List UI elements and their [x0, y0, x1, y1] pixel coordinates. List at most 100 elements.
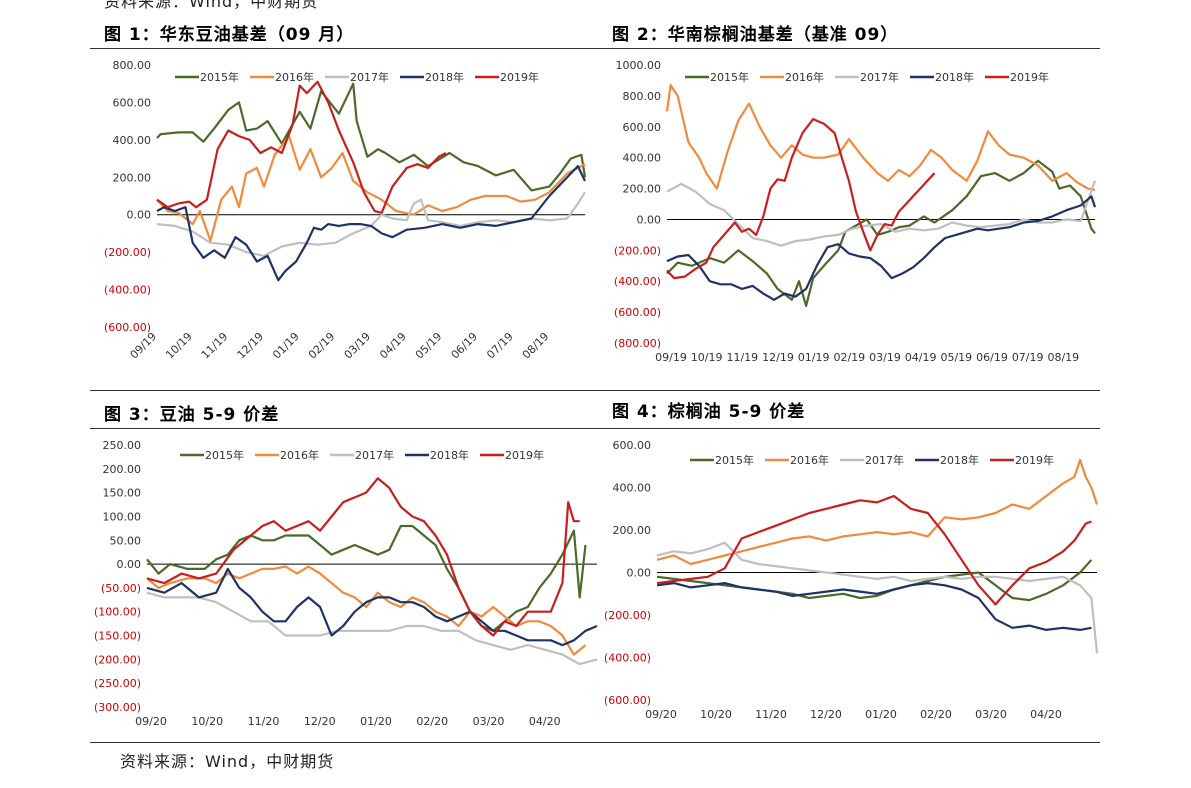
- y-tick-label: 600.00: [613, 439, 652, 452]
- x-tick-label: 04/19: [377, 330, 409, 362]
- y-tick-label: 200.00: [103, 463, 142, 476]
- legend-label: 2017年: [350, 70, 389, 84]
- series-line-2016年: [656, 458, 1099, 566]
- y-tick-label: 400.00: [613, 482, 652, 495]
- x-tick-label: 11/19: [199, 330, 231, 362]
- x-tick-label: 04/20: [1030, 708, 1062, 721]
- x-tick-label: 03/19: [342, 330, 374, 362]
- y-tick-label: 400.00: [623, 152, 662, 165]
- legend-label: 2018年: [940, 453, 979, 467]
- chart-4-palm-oil-5-9-spread: 600.00 400.00 200.00 0.00 (200.00) (400.00) (6…: [605, 439, 1099, 721]
- x-tick-label: 10/20: [191, 715, 223, 728]
- source-note-top: 资料来源：Wind，中财期货: [104, 0, 319, 11]
- y-tick-label: (150.00): [95, 630, 141, 643]
- x-tick-label: 09/20: [645, 708, 677, 721]
- source-note-bottom: 资料来源：Wind，中财期货: [120, 752, 335, 771]
- x-tick-label: 12/19: [235, 330, 267, 362]
- y-tick-label: (800.00): [614, 337, 661, 350]
- y-tick-label: 200.00: [113, 171, 152, 184]
- series-line-2017年: [656, 541, 1099, 654]
- x-tick-label: 02/19: [833, 351, 865, 364]
- y-tick-label: 600.00: [623, 121, 662, 134]
- y-tick-label: (200.00): [614, 244, 661, 257]
- x-tick-label: 08/19: [520, 330, 552, 362]
- x-tick-label: 06/19: [449, 330, 481, 362]
- top-divider: [90, 48, 1100, 49]
- legend-label: 2015年: [710, 70, 749, 84]
- y-tick-label: (100.00): [95, 606, 141, 619]
- y-tick-label: (400.00): [614, 275, 661, 288]
- series-line-2017年: [146, 591, 598, 666]
- legend-label: 2018年: [935, 70, 974, 84]
- series-line-2018年: [156, 165, 586, 282]
- y-tick-label: 100.00: [103, 510, 142, 523]
- chart-3-soybean-oil-5-9-spread: 250.00 200.00 150.00 100.00 50.00 0.00 (50.00)…: [95, 439, 598, 728]
- x-tick-label: 03/19: [869, 351, 901, 364]
- legend-label: 2019年: [1015, 453, 1054, 467]
- x-tick-label: 09/20: [135, 715, 167, 728]
- y-tick-label: 0.00: [117, 558, 142, 571]
- y-tick-label: 800.00: [623, 90, 662, 103]
- legend-label: 2019年: [1010, 70, 1049, 84]
- x-tick-label: 11/20: [755, 708, 787, 721]
- y-tick-label: (600.00): [614, 306, 661, 319]
- y-tick-label: 600.00: [113, 96, 152, 109]
- y-tick-label: (600.00): [605, 694, 651, 707]
- series-line-2018年: [666, 195, 1097, 301]
- x-tick-label: 09/19: [655, 351, 687, 364]
- series-line-2015年: [156, 82, 587, 192]
- x-tick-label: 05/19: [940, 351, 972, 364]
- legend-label: 2019年: [500, 70, 539, 84]
- legend-label: 2019年: [505, 448, 544, 462]
- chart-4-title: 图 4：棕榈油 5-9 价差: [612, 402, 806, 422]
- x-tick-label: 10/20: [700, 708, 732, 721]
- series-line-2017年: [666, 180, 1097, 247]
- chart-1-title: 图 1：华东豆油基差（09 月）: [104, 25, 355, 45]
- y-tick-label: 200.00: [623, 183, 662, 196]
- x-tick-label: 09/19: [128, 330, 160, 362]
- y-tick-label: (50.00): [101, 582, 141, 595]
- legend-label: 2018年: [425, 70, 464, 84]
- series-line-2019年: [156, 80, 447, 214]
- x-tick-label: 01/19: [798, 351, 830, 364]
- y-tick-label: 400.00: [113, 134, 152, 147]
- legend-label: 2015年: [200, 70, 239, 84]
- chart-2-palm-oil-basis: 1000.00 800.00 600.00 400.00 200.00 0.00 (200.…: [614, 59, 1097, 364]
- series-line-2019年: [146, 477, 580, 637]
- x-tick-label: 03/20: [975, 708, 1007, 721]
- y-tick-label: 1000.00: [616, 59, 662, 72]
- series-line-2015年: [656, 559, 1093, 602]
- series-line-2015年: [146, 524, 587, 632]
- legend-label: 2016年: [280, 448, 319, 462]
- y-tick-label: (300.00): [95, 701, 141, 714]
- series-line-2016年: [156, 135, 586, 242]
- x-tick-label: 12/20: [810, 708, 842, 721]
- chart-3-title: 图 3：豆油 5-9 价差: [104, 405, 280, 425]
- x-tick-label: 11/20: [248, 715, 280, 728]
- x-tick-label: 10/19: [163, 330, 195, 362]
- y-tick-label: 0.00: [637, 213, 662, 226]
- y-tick-label: 200.00: [613, 524, 652, 537]
- y-tick-label: (250.00): [95, 677, 141, 690]
- series-line-2018年: [146, 567, 598, 647]
- x-tick-label: 12/20: [304, 715, 336, 728]
- x-tick-label: 06/19: [976, 351, 1008, 364]
- y-tick-label: 150.00: [103, 487, 142, 500]
- y-tick-label: (200.00): [95, 653, 141, 666]
- x-tick-label: 03/20: [473, 715, 505, 728]
- bottom-divider: [90, 742, 1100, 743]
- x-tick-label: 07/19: [484, 330, 516, 362]
- x-tick-label: 02/20: [920, 708, 952, 721]
- legend-label: 2016年: [785, 70, 824, 84]
- y-tick-label: (200.00): [104, 246, 151, 259]
- x-tick-label: 01/20: [360, 715, 392, 728]
- middle-divider: [90, 390, 1100, 391]
- x-tick-label: 04/19: [905, 351, 937, 364]
- legend-label: 2016年: [275, 70, 314, 84]
- series-line-2019年: [666, 118, 936, 280]
- series-line-2019年: [656, 494, 1092, 606]
- y-tick-label: 250.00: [103, 439, 142, 452]
- x-tick-label: 07/19: [1012, 351, 1044, 364]
- lower-divider: [90, 428, 1100, 429]
- legend-label: 2015年: [715, 453, 754, 467]
